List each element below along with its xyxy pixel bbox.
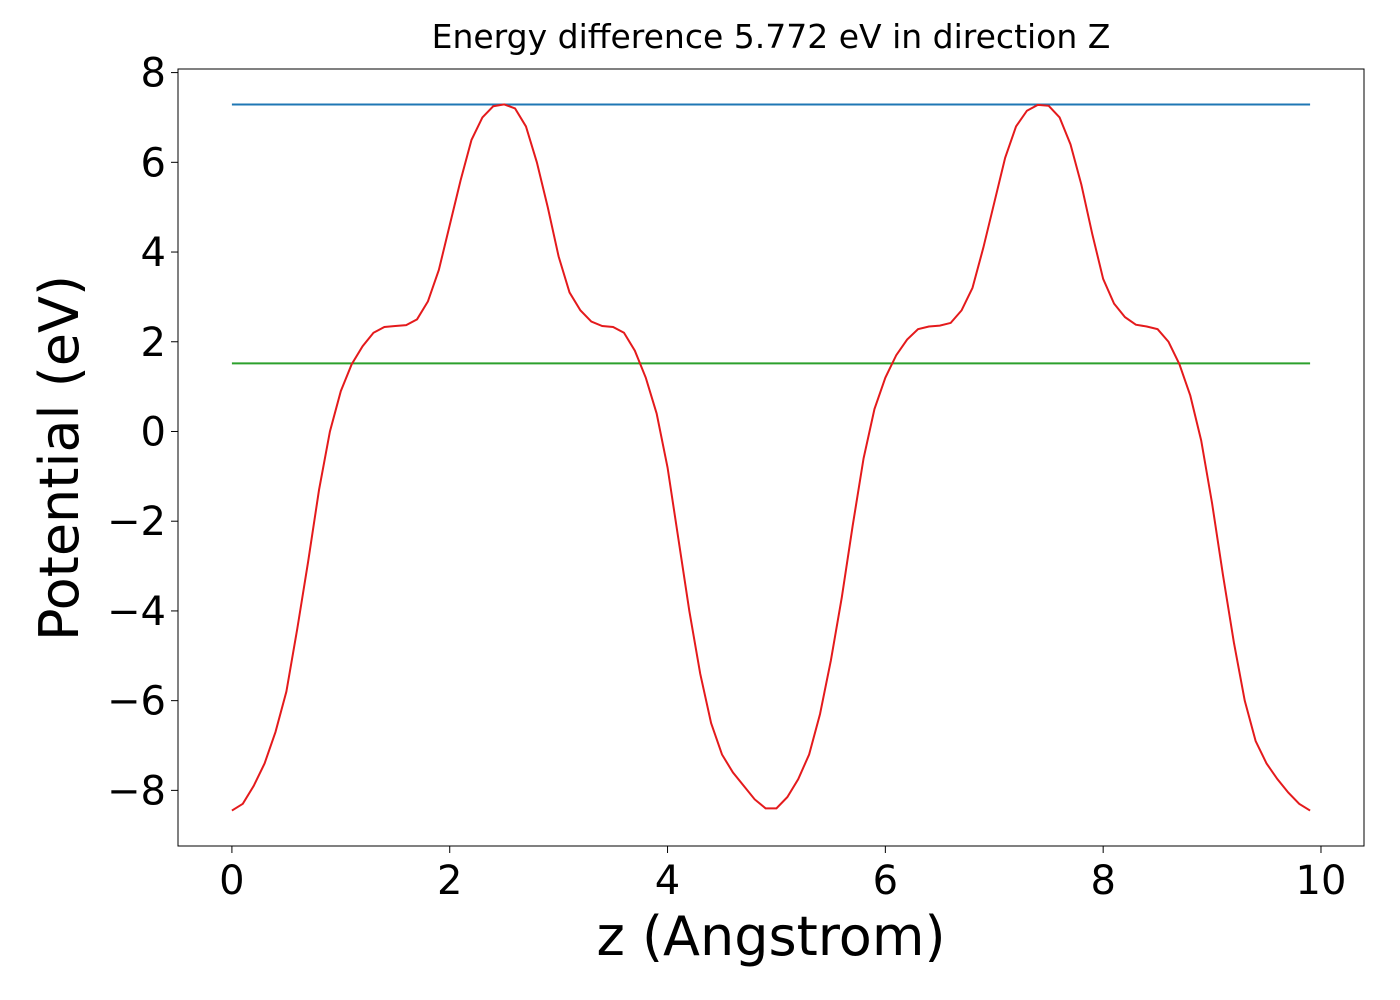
y-tick-label: −8 bbox=[107, 768, 166, 814]
plot-frame bbox=[177, 68, 1365, 847]
y-tick-label: 2 bbox=[141, 320, 166, 366]
y-tick-label: −4 bbox=[107, 589, 166, 635]
chart-title: Energy difference 5.772 eV in direction … bbox=[432, 17, 1111, 56]
y-tick-label: −2 bbox=[107, 499, 166, 545]
y-axis-label: Potential (eV) bbox=[28, 275, 91, 641]
y-tick-label: 6 bbox=[141, 140, 166, 186]
x-tick-label: 10 bbox=[1296, 858, 1347, 904]
y-tick-label: 8 bbox=[141, 51, 166, 97]
y-tick-label: 0 bbox=[141, 409, 166, 455]
y-tick-label: −6 bbox=[107, 679, 166, 725]
data-line bbox=[231, 103, 1311, 812]
x-tick-label: 4 bbox=[655, 858, 680, 904]
y-tick-label: 4 bbox=[141, 230, 166, 276]
x-axis-label: z (Angstrom) bbox=[596, 905, 945, 968]
x-tick-label: 8 bbox=[1090, 858, 1115, 904]
x-tick-label: 6 bbox=[873, 858, 898, 904]
x-tick-label: 2 bbox=[437, 858, 462, 904]
x-tick-label: 0 bbox=[219, 858, 244, 904]
